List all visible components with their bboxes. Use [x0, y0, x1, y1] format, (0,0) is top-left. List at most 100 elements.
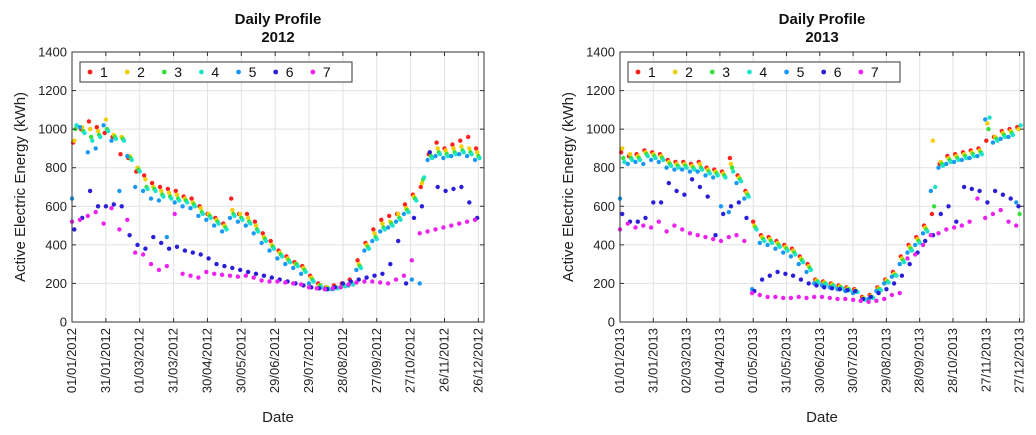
data-point	[393, 277, 399, 282]
data-point	[928, 233, 933, 238]
data-point	[661, 157, 666, 163]
data-point	[118, 152, 123, 157]
data-point	[891, 281, 897, 286]
data-point	[298, 271, 304, 276]
data-point	[889, 274, 895, 279]
legend-label-3: 3	[722, 64, 730, 80]
data-point	[180, 204, 185, 209]
data-point	[109, 138, 114, 143]
data-point	[87, 126, 93, 132]
data-point	[940, 163, 946, 168]
data-point	[253, 223, 259, 228]
data-point	[409, 277, 414, 282]
data-point	[111, 202, 117, 207]
data-point	[127, 233, 132, 238]
data-point	[765, 242, 770, 248]
data-point	[398, 217, 403, 222]
data-point	[868, 294, 873, 300]
data-point	[77, 217, 83, 222]
data-point	[164, 234, 169, 240]
data-point	[149, 180, 155, 186]
legend-label-5: 5	[249, 64, 257, 80]
data-point	[907, 261, 912, 267]
data-point	[680, 167, 685, 172]
data-point	[85, 213, 91, 219]
data-point	[757, 240, 762, 246]
data-point	[159, 188, 164, 194]
data-point	[804, 269, 809, 275]
data-point	[975, 153, 980, 159]
data-point	[433, 153, 438, 159]
data-point	[920, 231, 926, 236]
data-point	[414, 198, 419, 203]
data-point	[137, 169, 142, 174]
data-point	[729, 165, 735, 170]
data-point	[762, 238, 767, 244]
data-point	[853, 288, 858, 294]
data-point	[837, 287, 842, 292]
data-point	[306, 281, 312, 286]
data-point	[283, 261, 288, 267]
data-point	[287, 260, 293, 265]
data-point	[174, 192, 180, 197]
data-point	[441, 225, 446, 230]
data-point	[198, 252, 203, 257]
data-point	[781, 295, 786, 301]
data-point	[987, 115, 992, 120]
x-axis-label: Date	[806, 409, 838, 426]
data-point	[216, 221, 221, 226]
data-point	[635, 219, 640, 224]
data-point	[822, 285, 827, 290]
data-point	[87, 188, 93, 194]
data-point	[445, 153, 451, 159]
x-tick-label: 01/01/2012	[64, 328, 79, 393]
data-point	[459, 144, 464, 149]
data-point	[800, 260, 806, 265]
data-point	[697, 184, 703, 190]
data-point	[238, 267, 243, 273]
data-point	[212, 223, 217, 228]
data-point	[354, 267, 359, 273]
data-point	[94, 125, 100, 130]
legend-label-7: 7	[871, 64, 879, 80]
data-point	[182, 248, 188, 253]
data-point	[259, 278, 264, 283]
data-point	[283, 280, 288, 285]
data-point	[169, 196, 174, 201]
legend-marker-5	[236, 69, 241, 75]
data-point	[984, 138, 989, 143]
data-point	[876, 290, 881, 296]
data-point	[641, 161, 646, 167]
data-point	[620, 211, 625, 217]
x-tick-label: 30/05/2012	[233, 328, 248, 393]
data-point	[754, 227, 759, 232]
data-point	[103, 117, 109, 122]
data-point	[271, 246, 277, 251]
data-point	[354, 280, 359, 285]
data-point	[956, 157, 961, 163]
legend-box	[627, 61, 901, 83]
data-point	[711, 175, 716, 180]
data-point	[374, 236, 379, 242]
series-7	[617, 196, 1019, 304]
y-tick-label: 0	[608, 315, 615, 330]
data-point	[275, 256, 280, 261]
data-point	[765, 294, 770, 300]
data-point	[109, 206, 114, 211]
x-tick-label: 28/09/2013	[912, 328, 927, 393]
data-point	[692, 167, 697, 172]
data-point	[427, 150, 432, 155]
data-point	[643, 215, 648, 221]
data-point	[204, 217, 209, 222]
data-point	[1010, 132, 1016, 138]
data-point	[812, 294, 817, 300]
data-point	[742, 196, 747, 201]
data-point	[437, 152, 443, 157]
x-tick-label: 27/12/2013	[1012, 328, 1027, 393]
data-point	[977, 188, 982, 194]
data-point	[380, 221, 385, 226]
data-point	[1006, 134, 1011, 140]
data-point	[835, 296, 840, 302]
data-point	[251, 231, 256, 236]
data-point	[944, 161, 949, 167]
